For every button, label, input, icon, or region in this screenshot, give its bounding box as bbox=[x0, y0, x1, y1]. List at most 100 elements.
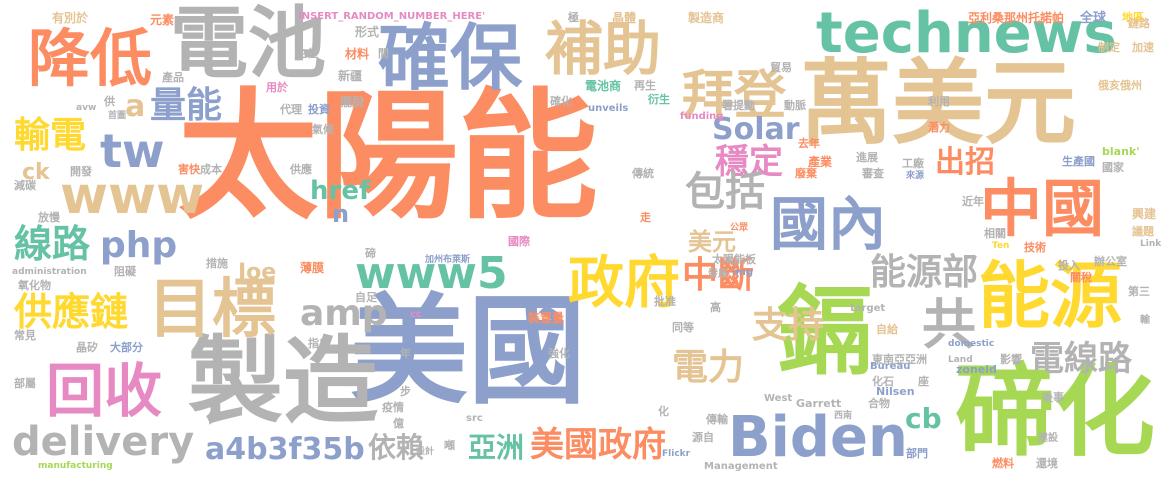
word-jishu: 技術 bbox=[1024, 241, 1046, 254]
word-delivery: delivery bbox=[12, 419, 195, 465]
word-cuoshi: 措施 bbox=[206, 257, 228, 270]
word-bushu: 部屬 bbox=[14, 377, 36, 390]
word-php: php bbox=[100, 225, 178, 266]
word-jian: 間 bbox=[378, 47, 389, 60]
word-yuanzi: 源自 bbox=[692, 431, 714, 444]
word-dianli: 電力 bbox=[672, 347, 745, 388]
word-zoneid: zoneid bbox=[956, 363, 997, 376]
word-cb: cb bbox=[905, 402, 942, 435]
word-qianghua: 強化 bbox=[548, 347, 570, 360]
word-yingxiang: 影響 bbox=[1000, 353, 1022, 366]
word-domestic: domestic bbox=[948, 339, 995, 349]
word-chanpin: 產品 bbox=[162, 71, 184, 84]
word-baideng: 拜登 bbox=[682, 66, 787, 126]
word-zhizao: 製造 bbox=[188, 327, 379, 437]
word-guojia: 國家 bbox=[1102, 161, 1124, 174]
word-jinggui: 晶矽 bbox=[76, 341, 98, 354]
word-zhengfu: 政府 bbox=[568, 251, 680, 316]
word-nengyuan: 能源 bbox=[978, 254, 1123, 338]
word-ck: ck bbox=[22, 160, 50, 185]
word-dianchi: 電池 bbox=[170, 0, 327, 89]
word-chuantong: 傳統 bbox=[632, 167, 654, 180]
word-yi: 億 bbox=[393, 417, 404, 430]
word-dianxianlu: 電線路 bbox=[1030, 339, 1132, 379]
word-zizu: 自足 bbox=[355, 291, 377, 304]
word-huanjing: 還境 bbox=[1036, 457, 1058, 470]
word-avw: avw bbox=[76, 103, 97, 113]
word-target: target bbox=[850, 303, 886, 314]
word-yansheng: 衍生 bbox=[648, 93, 670, 106]
word-xinan: 西南 bbox=[834, 411, 853, 421]
word-shengchanguo: 生產國 bbox=[1062, 155, 1095, 168]
word-yuansu: 元素 bbox=[150, 13, 175, 27]
word-arizona: 亞利桑那州托諾帕 bbox=[968, 11, 1065, 25]
word-meiyuan: 美元 bbox=[688, 228, 736, 256]
word-bomo: 薄膜 bbox=[300, 261, 325, 275]
word-fazhan: 發展 bbox=[708, 269, 728, 280]
word-bangongshi: 辦公室 bbox=[1094, 255, 1127, 268]
word-garrett: Garrett bbox=[796, 397, 842, 410]
word-qihou: 氣候 bbox=[312, 123, 334, 136]
word-unveils: unveils bbox=[588, 103, 629, 114]
word-meiguo: 美國 bbox=[350, 282, 587, 420]
word-gongchang: 工廠 bbox=[902, 157, 924, 170]
word-zhongduan: 中斷 bbox=[682, 255, 755, 296]
word-gao: 高 bbox=[710, 301, 721, 314]
word-gongying: 供應 bbox=[290, 163, 312, 176]
word-baituo: 擺脫 bbox=[340, 95, 365, 109]
word-diqu: 地區 bbox=[1122, 11, 1144, 24]
word-shutixun: 署提勳 bbox=[722, 99, 755, 112]
word-src: src bbox=[466, 413, 483, 424]
word-qunian: 去年 bbox=[798, 137, 820, 150]
word-huashi: 化石 bbox=[872, 375, 894, 388]
word-touru: 投入 bbox=[1058, 259, 1080, 272]
word-dongnanya: 東南亞亞洲 bbox=[872, 353, 927, 366]
word-haikuai: 害快 bbox=[178, 163, 200, 176]
word-shudian: 輸電 bbox=[14, 115, 87, 156]
word-jianshe: 建設 bbox=[1038, 433, 1058, 444]
word-biden: Biden bbox=[728, 405, 908, 470]
word-insert-random: INSERT_RANDOM_NUMBER_HERE' bbox=[298, 11, 486, 22]
word-zuai: 阻礙 bbox=[114, 265, 136, 278]
word-jiantan: 減碳 bbox=[14, 179, 36, 192]
word-jinnian: 近年 bbox=[962, 195, 984, 208]
word-dianchishang: 電池商 bbox=[585, 79, 622, 93]
word-administration: administration bbox=[12, 267, 87, 277]
word-gong: 共 bbox=[922, 293, 976, 356]
word-quebao: 確保 bbox=[378, 16, 523, 100]
word-zhiding: 制定 bbox=[1098, 41, 1120, 54]
word-joe: Joe bbox=[238, 260, 277, 285]
word-guoji: 國際 bbox=[508, 235, 530, 248]
word-chuanshu: 傳輸 bbox=[706, 413, 728, 426]
word-lianlu: 鏈路 bbox=[1128, 17, 1150, 30]
word-youbieyu: 有別於 bbox=[52, 11, 89, 25]
word-tw: tw bbox=[100, 124, 165, 178]
word-touzi: 投資 bbox=[308, 103, 330, 116]
word-zuo: 座 bbox=[918, 375, 929, 388]
word-href: href bbox=[310, 176, 371, 206]
word-img: img bbox=[732, 267, 754, 278]
word-houshi: 後事 bbox=[1042, 391, 1064, 404]
word-fangman: 放慢 bbox=[38, 211, 60, 224]
word-jiasu: 加速 bbox=[1132, 41, 1154, 54]
word-shu: 輸 bbox=[1140, 315, 1150, 326]
word-bumen: 部門 bbox=[906, 447, 928, 460]
word-taiyangnengban: 太陽能板 bbox=[712, 253, 756, 266]
word-buzhu: 補助 bbox=[545, 15, 662, 83]
word-west: West bbox=[764, 393, 793, 404]
word-quehua: 確化 bbox=[550, 95, 572, 108]
word-xingshi: 形式 bbox=[355, 25, 380, 39]
word-liyong: 利用 bbox=[928, 95, 950, 108]
word-jiazhou: 加州布萊斯 bbox=[425, 255, 471, 265]
word-blank: blank' bbox=[1102, 145, 1140, 158]
word-guonei: 國內 bbox=[770, 190, 887, 258]
word-funding: funding bbox=[680, 111, 724, 122]
word-maoyi: 貿易 bbox=[770, 61, 792, 74]
word-www5: www5 bbox=[355, 248, 508, 299]
word-taiyangneng: 太陽能 bbox=[178, 76, 599, 239]
word-hewu: 合物 bbox=[868, 397, 890, 410]
word-flickr: Flickr bbox=[662, 449, 691, 459]
word-yongyu: 用於 bbox=[266, 81, 288, 94]
word-qianli: 潛力 bbox=[928, 121, 950, 134]
